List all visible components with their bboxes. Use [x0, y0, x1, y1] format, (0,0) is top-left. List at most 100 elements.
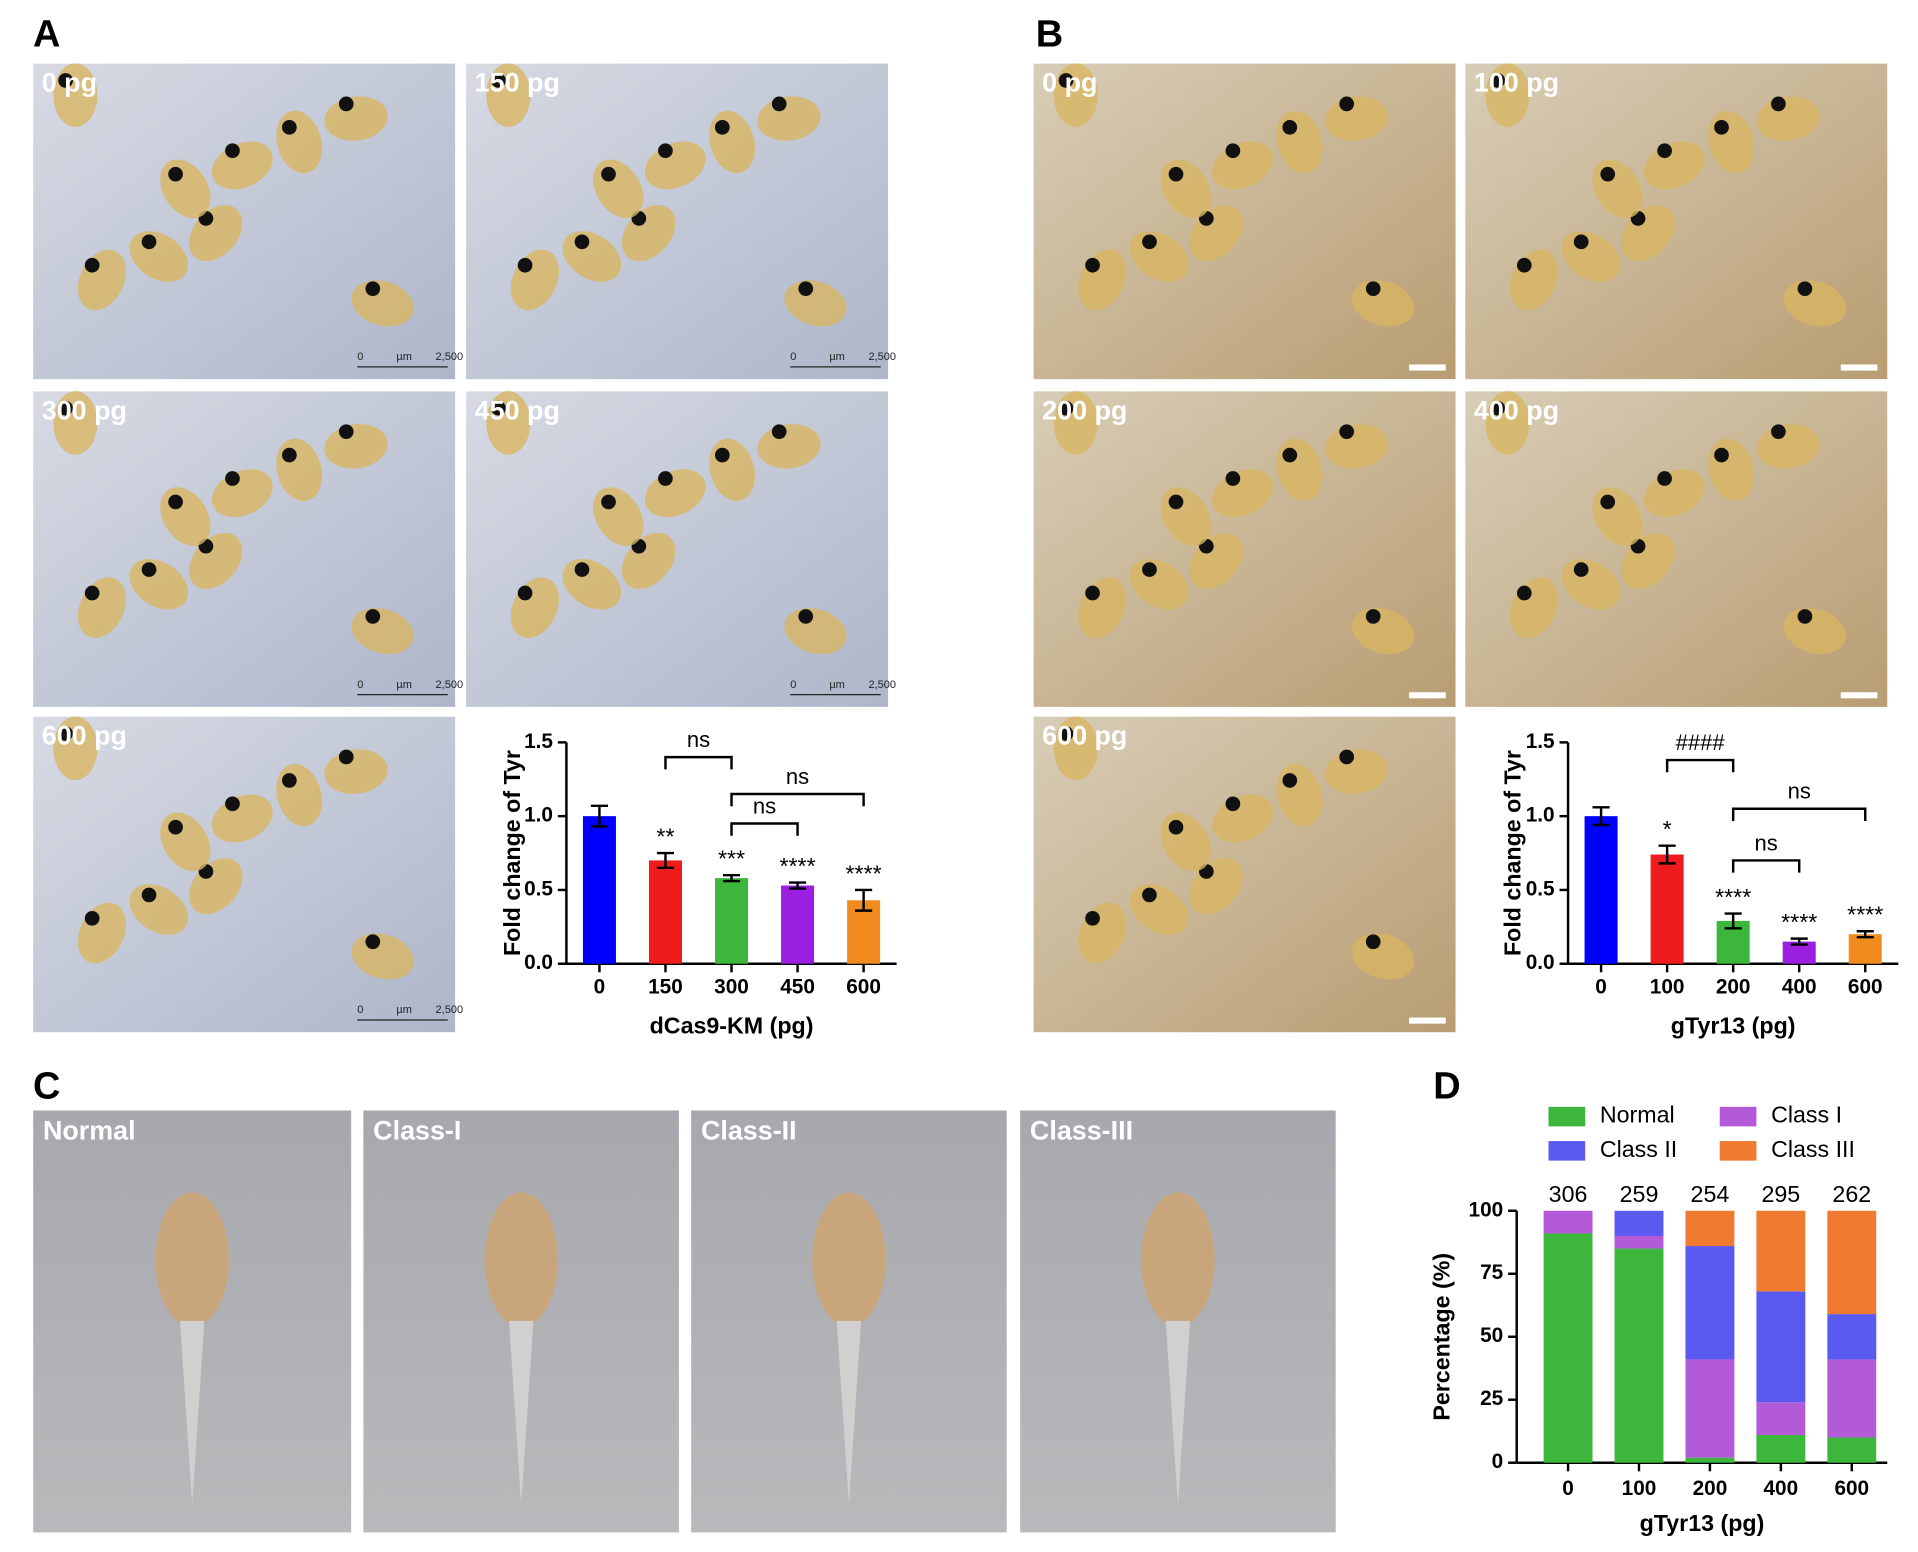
eye	[517, 585, 533, 601]
eye	[168, 819, 183, 835]
y-tick-label: 0.5	[1526, 877, 1555, 900]
bar-segment	[1543, 1233, 1593, 1463]
eye	[1516, 257, 1532, 273]
scale-bar-label: 2,500	[868, 351, 896, 363]
scale-bar-label: 0	[357, 1004, 363, 1016]
scale-bar-label: 2,500	[436, 1004, 464, 1016]
bracket	[664, 755, 733, 770]
bracket	[1665, 758, 1735, 773]
bar-segment	[1756, 1210, 1806, 1292]
photo	[466, 63, 889, 380]
eye	[601, 494, 616, 510]
bracket-label: ns	[1788, 779, 1811, 804]
bar-segment	[1543, 1210, 1593, 1234]
eye	[1168, 166, 1184, 182]
eye	[1168, 819, 1184, 835]
scale-bar-label: 0	[790, 351, 796, 363]
eye	[1657, 471, 1672, 486]
scale-bar-label: 2,500	[436, 679, 464, 691]
eye	[1771, 96, 1786, 112]
total-label: 259	[1620, 1181, 1659, 1207]
eye	[798, 281, 814, 297]
bracket-label: ####	[1676, 730, 1726, 755]
y-tick-label: 25	[1480, 1387, 1503, 1410]
eye	[225, 143, 240, 159]
bar-segment	[1685, 1359, 1735, 1458]
photo	[1033, 716, 1456, 1033]
photo-label: 300 pg	[42, 395, 127, 425]
eye	[338, 96, 354, 112]
eye	[1771, 424, 1786, 440]
eye	[1339, 749, 1355, 765]
eye	[491, 400, 506, 416]
eye	[1365, 281, 1381, 297]
eye	[658, 143, 673, 159]
bar	[1650, 854, 1684, 964]
eye	[1058, 73, 1074, 88]
scale-bar-label: µm	[396, 1004, 412, 1016]
eye	[1225, 471, 1241, 486]
eye	[574, 562, 590, 577]
photo	[33, 716, 456, 1033]
eye	[517, 257, 533, 273]
eye	[141, 562, 157, 577]
eye	[1085, 910, 1100, 926]
y-tick-label: 75	[1480, 1261, 1503, 1284]
eye	[1282, 119, 1298, 135]
eye	[84, 585, 100, 601]
significance: ****	[846, 860, 882, 886]
eye	[1142, 887, 1157, 903]
scale-bar	[1840, 692, 1878, 699]
eye	[574, 234, 590, 250]
bar	[582, 816, 616, 964]
x-tick-label: 200	[1716, 976, 1751, 999]
photo-label: 150 pg	[475, 67, 560, 97]
scale-bar-label: 2,500	[436, 351, 464, 363]
legend-swatch	[1719, 1106, 1757, 1127]
tadpole-tail	[508, 1320, 534, 1505]
eye	[1282, 447, 1298, 463]
x-axis-title: gTyr13 (pg)	[1640, 1510, 1765, 1536]
eye	[1142, 562, 1157, 577]
x-tick-label: 400	[1782, 976, 1817, 999]
bar-segment	[1614, 1210, 1664, 1236]
eye	[1339, 96, 1355, 112]
eye	[365, 934, 381, 950]
eye	[1797, 281, 1813, 297]
eye	[58, 400, 73, 416]
y-tick-label: 0.0	[1526, 951, 1555, 974]
eye	[1085, 585, 1100, 601]
tadpole	[484, 1192, 558, 1327]
photo	[33, 391, 456, 707]
x-tick-label: 300	[714, 976, 749, 999]
scale-bar	[1409, 692, 1446, 699]
tadpole	[1141, 1192, 1215, 1327]
eye	[771, 96, 787, 112]
scale-bar	[1409, 1017, 1446, 1024]
significance: **	[656, 824, 674, 850]
bar	[1782, 941, 1816, 964]
legend-label: Normal	[1600, 1102, 1675, 1128]
photo-label: 400 pg	[1474, 395, 1559, 425]
bracket-label: ns	[1755, 830, 1778, 855]
photo-label: Class-III	[1030, 1116, 1133, 1146]
bar-segment	[1685, 1457, 1735, 1463]
eye	[282, 447, 297, 463]
photo	[33, 63, 456, 380]
scale-bar-label: 0	[790, 679, 796, 691]
y-tick-label: 0.5	[524, 877, 553, 900]
y-tick-label: 0	[1492, 1450, 1504, 1473]
eye	[658, 471, 673, 486]
scale-bar-label: µm	[829, 351, 845, 363]
x-tick-label: 600	[1848, 976, 1883, 999]
bracket	[730, 822, 799, 836]
eye	[491, 73, 506, 88]
eye	[1365, 609, 1381, 624]
bar-segment	[1614, 1235, 1664, 1249]
photo-label: 600 pg	[1042, 721, 1127, 751]
x-tick-label: 450	[780, 976, 815, 999]
eye	[1339, 424, 1355, 440]
eye	[1490, 73, 1506, 88]
eye	[601, 166, 616, 182]
tadpole	[155, 1192, 229, 1327]
